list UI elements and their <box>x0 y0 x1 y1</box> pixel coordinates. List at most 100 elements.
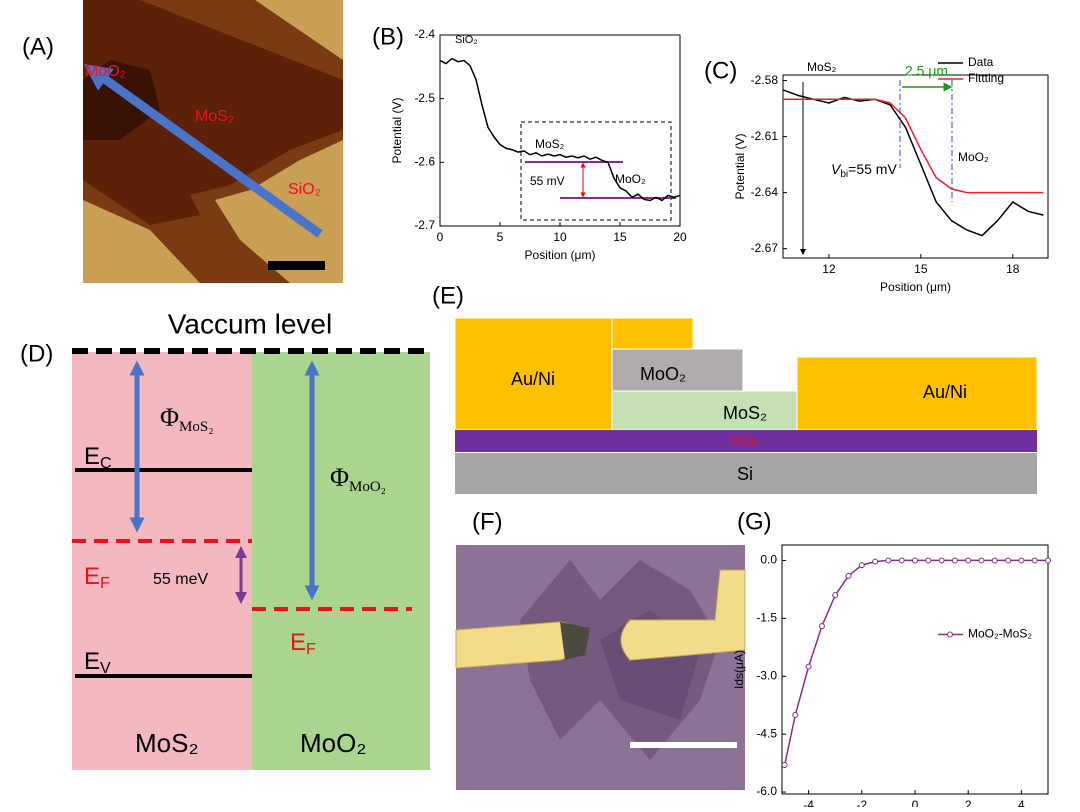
data-point <box>965 557 972 564</box>
material-label: MoS₂ <box>135 728 199 758</box>
layer-label: Si <box>737 464 753 484</box>
annotation: SiO₂ <box>455 34 478 46</box>
data-point <box>818 623 825 630</box>
panel-label: (C) <box>704 57 737 84</box>
panel-label: (D) <box>20 340 53 367</box>
y-tick-label: 0.0 <box>760 553 777 567</box>
afm-label: MoO₂ <box>85 63 126 80</box>
x-tick-label: 18 <box>1006 262 1020 276</box>
y-tick-label: -4.5 <box>756 726 777 740</box>
panel-label: (A) <box>22 33 54 60</box>
y-tick-label: -2.61 <box>751 129 779 143</box>
data-point <box>1031 557 1038 564</box>
ev-label: EV <box>84 648 111 677</box>
vacuum-label: Vaccum level <box>168 308 332 339</box>
y-tick-label: -2.67 <box>751 241 779 255</box>
optical-image <box>455 545 746 790</box>
data-point <box>978 557 985 564</box>
annotation: MoS₂ <box>535 137 565 151</box>
annotation: 2.5 μm <box>905 63 948 79</box>
phi-label: ΦMoO₂ <box>330 463 386 495</box>
layer-label: MoS₂ <box>723 403 767 423</box>
data-point <box>898 557 905 564</box>
plot-frame <box>782 74 1049 259</box>
annotation: MoO₂ <box>615 172 646 186</box>
data-point <box>1005 557 1012 564</box>
y-tick-label: -6.0 <box>756 784 777 798</box>
data-point <box>858 562 865 569</box>
y-tick-label: -2.58 <box>751 73 779 87</box>
y-tick-label: -1.5 <box>756 611 777 625</box>
afm-label: SiO₂ <box>288 181 321 198</box>
band-diagram: Vaccum level EC EF EV EF 55 meV ΦMoS₂ ΦM… <box>72 308 432 770</box>
legend-label: Fittting <box>968 71 1004 85</box>
y-axis-label: Ids(μA) <box>732 650 746 689</box>
ef-label: EF <box>84 563 110 592</box>
phi-label: ΦMoS₂ <box>160 403 213 435</box>
layer-label: Au/Ni <box>923 382 967 402</box>
y-axis-label: Potential (V) <box>390 97 404 163</box>
data-point <box>1045 557 1051 564</box>
data-point <box>991 557 998 564</box>
layer-label: MoO₂ <box>640 364 686 384</box>
afm-label: MoS₂ <box>195 108 234 125</box>
plot-frame <box>781 544 1049 795</box>
annotation: MoO₂ <box>958 150 989 164</box>
x-tick-label: 4 <box>1018 798 1025 807</box>
layer-label: Au/Ni <box>511 369 555 389</box>
x-tick-label: 0 <box>437 230 444 244</box>
y-tick-label: -2.5 <box>414 91 435 105</box>
data-line <box>783 559 1048 766</box>
data-point <box>872 558 879 565</box>
data-line <box>439 57 681 202</box>
gap-label: 55 meV <box>153 571 208 588</box>
x-tick-label: 15 <box>613 230 627 244</box>
x-tick-label: 20 <box>673 230 687 244</box>
x-axis-label: Position (μm) <box>880 280 951 294</box>
data-point <box>1018 557 1025 564</box>
x-tick-label: 0 <box>912 798 919 807</box>
x-tick-label: 10 <box>553 230 567 244</box>
y-axis-label: Potential (V) <box>733 133 747 199</box>
layer-label: SiO₂ <box>731 433 760 449</box>
x-tick-label: 2 <box>965 798 972 807</box>
device: Au/Ni MoO₂ MoS₂ Au/Ni SiO₂ Si <box>454 317 1038 494</box>
zoom-box <box>520 121 672 221</box>
data-point <box>925 557 932 564</box>
legend-marker <box>947 631 953 638</box>
data-line <box>782 89 1044 237</box>
legend-label: MoO₂-MoS₂ <box>968 627 1032 641</box>
panel-label: (G) <box>737 508 772 535</box>
data-point <box>912 557 918 564</box>
y-tick-label: -2.64 <box>751 185 779 199</box>
data-point <box>792 711 799 718</box>
x-tick-label: -4 <box>803 798 814 807</box>
ef-label: EF <box>290 629 316 658</box>
data-point <box>951 557 958 564</box>
data-point <box>938 557 945 564</box>
data-point <box>885 557 892 564</box>
y-tick-label: -2.4 <box>414 27 435 41</box>
afm-image: MoO₂ MoS₂ SiO₂ <box>83 0 343 283</box>
ec-label: EC <box>84 443 112 472</box>
y-tick-label: -3.0 <box>756 668 777 682</box>
data-point <box>832 592 839 599</box>
material-label: MoO₂ <box>300 728 366 758</box>
legend-label: Data <box>968 55 994 69</box>
data-point <box>805 663 812 670</box>
vbi-label: Vbi=55 mV <box>831 161 897 180</box>
panel-label: (B) <box>372 23 404 50</box>
data-line <box>783 98 1044 194</box>
annotation: 55 mV <box>530 174 565 188</box>
panel-label: (F) <box>472 508 503 535</box>
data-point <box>845 572 852 579</box>
data-point <box>781 762 788 769</box>
y-tick-label: -2.7 <box>414 218 435 232</box>
panel-label: (E) <box>432 282 464 309</box>
x-tick-label: 15 <box>914 262 928 276</box>
y-tick-label: -2.6 <box>414 155 435 169</box>
annotation: MoS₂ <box>807 60 837 74</box>
x-tick-label: 12 <box>822 262 836 276</box>
x-tick-label: -2 <box>856 798 867 807</box>
